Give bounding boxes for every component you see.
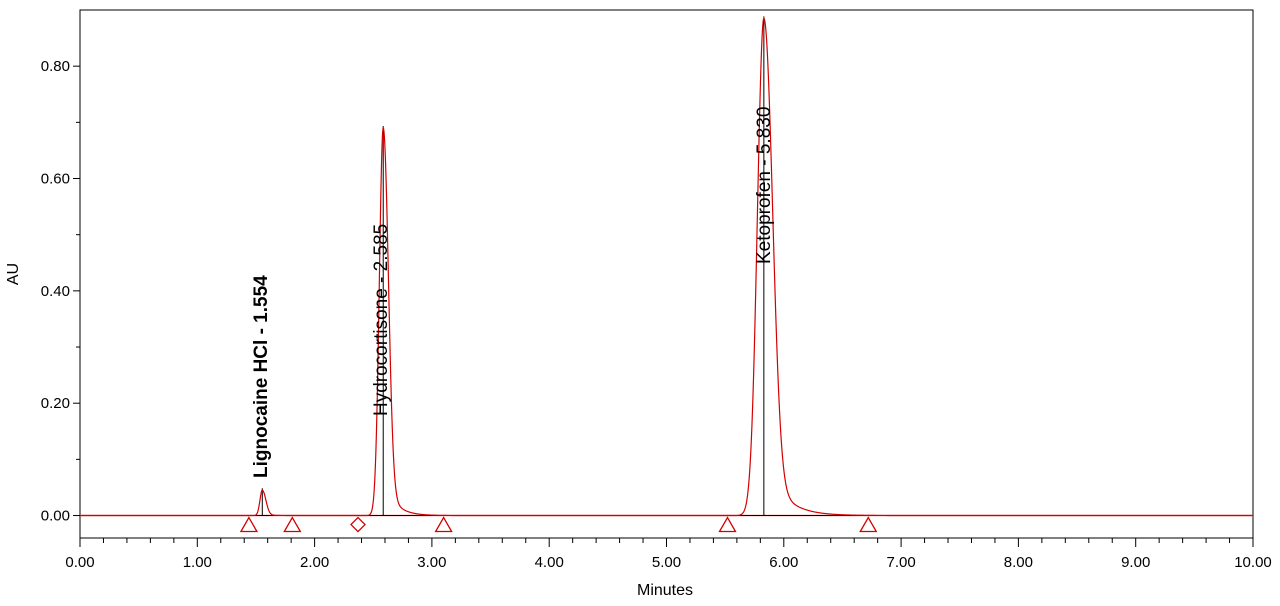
x-tick-label: 10.00	[1234, 554, 1272, 571]
peak-start-marker	[350, 516, 366, 533]
x-tick-label: 4.00	[535, 554, 564, 571]
x-tick-label: 0.00	[65, 554, 94, 571]
y-tick-label: 0.80	[41, 58, 70, 75]
x-tick-label: 6.00	[769, 554, 798, 571]
x-tick-label: 7.00	[886, 554, 915, 571]
y-tick-label: 0.40	[41, 283, 70, 300]
x-axis: 0.00 1.00 2.00 3.00 4.00 5.00 6.00 7.00 8.00 9.00…	[65, 538, 1272, 571]
x-tick-label: 3.00	[417, 554, 446, 571]
y-tick-label: 0.60	[41, 171, 70, 188]
peak-label: Lignocaine HCl - 1.554	[251, 275, 272, 478]
x-axis-title: Minutes	[637, 582, 693, 599]
y-tick-label: 0.20	[41, 395, 70, 412]
peak-boundary-marker	[239, 516, 259, 533]
y-axis: 0.00 0.20 0.40 0.60 0.80	[41, 58, 80, 525]
traces	[80, 16, 1253, 517]
x-tick-label: 2.00	[300, 554, 329, 571]
chromatogram-trace	[80, 17, 1253, 517]
y-axis-title: AU	[5, 263, 22, 285]
x-tick-label: 5.00	[652, 554, 681, 571]
x-tick-label: 9.00	[1121, 554, 1150, 571]
peak-boundary-marker	[718, 516, 737, 533]
peak-label: Ketoprofen - 5.830	[754, 107, 775, 264]
peak-labels: Lignocaine HCl - 1.554 Hydrocortisone - 2…	[251, 107, 775, 478]
peak-boundary-marker	[283, 516, 302, 533]
peak-boundary-marker	[859, 516, 878, 533]
peak-markers	[239, 516, 878, 533]
y-tick-label: 0.00	[41, 508, 70, 525]
x-tick-label: 8.00	[1004, 554, 1033, 571]
peak-boundary-marker	[434, 516, 453, 533]
x-tick-label: 1.00	[183, 554, 212, 571]
peak-label: Hydrocortisone - 2.585	[371, 224, 392, 416]
